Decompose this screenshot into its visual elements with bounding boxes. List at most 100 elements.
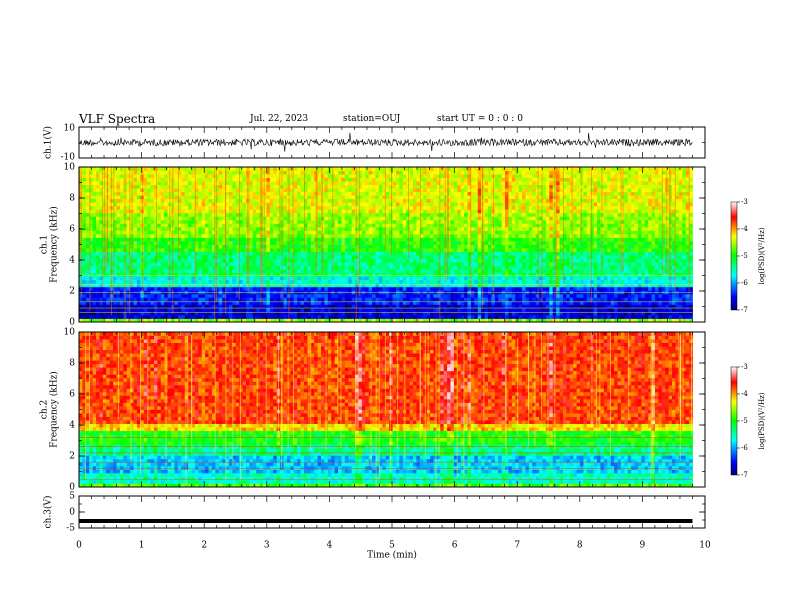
- ch1-spectrogram-cell: [269, 279, 274, 284]
- ch1-spectrogram-cell: [389, 304, 393, 309]
- ch1-spectrogram-cell: [177, 240, 182, 245]
- ch1-spectrogram-cell: [450, 265, 455, 270]
- ch1-spectrogram-cell: [119, 248, 124, 252]
- ch1-spectrogram-cell: [317, 269, 322, 274]
- ch1-spectrogram-cell: [300, 276, 305, 281]
- ch1-spectrogram-cell: [494, 265, 499, 270]
- ch1-spectrogram-cell: [177, 311, 182, 316]
- ch1-spectrogram-cell: [658, 262, 663, 267]
- ch1-spectrogram-cell: [355, 255, 359, 259]
- ch1-spectrogram-cell: [378, 300, 383, 305]
- ch1-spectrogram-cell: [528, 318, 533, 323]
- ch1-spectrogram-cell: [648, 311, 652, 316]
- ch1-spectrogram-cell: [586, 300, 591, 305]
- ch1-spectrogram-cell: [470, 307, 475, 312]
- ch1-spectrogram-cell: [133, 272, 138, 277]
- ch1-spectrogram-cell: [218, 318, 223, 323]
- ch1-spectrogram-cell: [467, 304, 472, 309]
- ch1-spectrogram-cell: [467, 269, 472, 274]
- ch1-spectrogram-cell: [487, 293, 492, 298]
- ch1-spectrogram-cell: [140, 307, 145, 312]
- ch1-spectrogram-cell: [409, 293, 414, 298]
- ch1-spectrogram-cell: [290, 276, 295, 281]
- ch1-spectrogram-cell: [634, 248, 639, 252]
- ch1-spectrogram-cell: [658, 226, 663, 231]
- ch1-spectrogram-cell: [419, 230, 424, 235]
- ch1-spectrogram-cell: [85, 286, 90, 291]
- ch1-spectrogram-cell: [637, 311, 642, 316]
- ch1-spectrogram-cell: [177, 233, 182, 238]
- ch1-spectrogram-cell: [327, 230, 332, 235]
- ch1-spectrogram-cell: [392, 269, 397, 274]
- ch1-spectrogram-cell: [573, 251, 577, 256]
- ch1-spectrogram-cell: [399, 311, 404, 316]
- ch1-spectrogram-cell: [675, 248, 680, 252]
- ch1-spectrogram-cell: [164, 240, 169, 245]
- ch1-spectrogram-cell: [126, 223, 131, 228]
- ch1-spectrogram-cell: [375, 237, 380, 242]
- ch1-spectrogram-cell: [682, 265, 687, 270]
- ch1-spectrogram-cell: [297, 314, 301, 319]
- ch1-spectrogram-cell: [617, 300, 622, 305]
- ch1-spectrogram-cell: [174, 279, 179, 284]
- ch1-spectrogram-cell: [246, 262, 250, 267]
- ch1-spectrogram-cell: [419, 318, 424, 323]
- ch1-spectrogram-cell: [668, 233, 673, 238]
- ch1-spectrogram-cell: [361, 307, 366, 312]
- ch1-spectrogram-cell: [355, 237, 359, 242]
- ch1-spectrogram-cell: [348, 244, 353, 249]
- ch1-spectrogram-cell: [450, 251, 455, 256]
- ch1-spectrogram-cell: [140, 318, 145, 323]
- ch1-spectrogram-cell: [249, 233, 254, 238]
- ch1-spectrogram-cell: [259, 300, 264, 305]
- ch1-spectrogram-cell: [324, 311, 329, 316]
- ch1-spectrogram-cell: [597, 283, 601, 288]
- ch1-spectrogram-cell: [532, 237, 537, 242]
- ch1-spectrogram-cell: [372, 272, 376, 277]
- ch1-spectrogram-cell: [597, 307, 601, 312]
- ch1-spectrogram-cell: [494, 258, 499, 263]
- ch1-spectrogram-cell: [249, 265, 254, 270]
- ch1-spectrogram-cell: [368, 279, 373, 284]
- ch1-spectrogram-cell: [208, 286, 213, 291]
- ch1-spectrogram-cell: [239, 237, 243, 242]
- ch1-spectrogram-cell: [222, 248, 226, 252]
- ch1-spectrogram-cell: [518, 318, 523, 323]
- ch1-spectrogram-cell: [607, 297, 612, 302]
- ch1-spectrogram-cell: [317, 279, 322, 284]
- ch1-spectrogram-cell: [542, 265, 547, 270]
- ch1-spectrogram-cell: [409, 226, 414, 231]
- ch1-spectrogram-cell: [481, 304, 485, 309]
- ch1-spectrogram-cell: [327, 279, 332, 284]
- ch1-spectrogram-cell: [235, 269, 240, 274]
- ch1-spectrogram-cell: [580, 258, 584, 263]
- ch1-spectrogram-cell: [631, 244, 635, 249]
- ch1-spectrogram-cell: [481, 283, 485, 288]
- ch1-spectrogram-cell: [477, 297, 482, 302]
- ch1-spectrogram-cell: [324, 233, 329, 238]
- ch1-spectrogram-cell: [133, 293, 138, 298]
- ch1-spectrogram-cell: [375, 226, 380, 231]
- ch1-spectrogram-cell: [685, 262, 690, 267]
- ch1-spectrogram-cell: [423, 248, 428, 252]
- ch1-spectrogram-cell: [522, 307, 526, 312]
- ch1-spectrogram-cell: [242, 276, 247, 281]
- ch1-spectrogram-cell: [116, 230, 121, 235]
- ch1-spectrogram-cell: [597, 255, 601, 259]
- ch1-spectrogram-cell: [160, 251, 165, 256]
- ch1-spectrogram-cell: [136, 226, 141, 231]
- ch1-spectrogram-cell: [130, 286, 134, 291]
- ch1-spectrogram-cell: [542, 248, 547, 252]
- ch1-spectrogram-cell: [518, 293, 523, 298]
- ch1-spectrogram-cell: [511, 293, 516, 298]
- ch1-spectrogram-cell: [89, 293, 94, 298]
- ch1-spectrogram-cell: [487, 240, 492, 245]
- ch1-spectrogram-cell: [153, 237, 158, 242]
- ch1-spectrogram-cell: [191, 276, 196, 281]
- ch1-spectrogram-cell: [556, 248, 560, 252]
- ch1-spectrogram-cell: [484, 262, 489, 267]
- ch1-spectrogram-cell: [603, 279, 608, 284]
- ch1-spectrogram-cell: [586, 240, 591, 245]
- ch1-spectrogram-cell: [174, 300, 179, 305]
- ch1-spectrogram-cell: [317, 283, 322, 288]
